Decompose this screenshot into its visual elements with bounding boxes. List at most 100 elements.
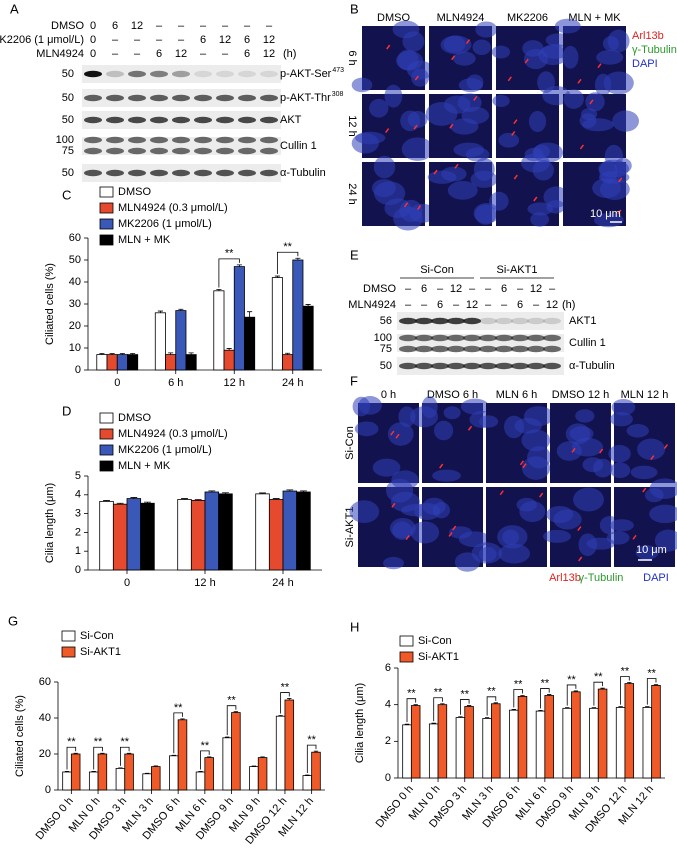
significance-label: **: [227, 695, 236, 707]
treatment-value: –: [533, 299, 540, 311]
cilium: [454, 163, 459, 169]
treatment-value: –: [134, 48, 141, 60]
error-bar: [144, 501, 151, 504]
error-bar: [118, 767, 123, 769]
band: [194, 136, 212, 144]
nucleus: [563, 89, 584, 109]
band: [415, 362, 433, 370]
nucleus: [562, 45, 579, 69]
band: [415, 345, 433, 353]
mw-marker: 50: [62, 68, 74, 80]
treatment-value: 6: [437, 299, 443, 311]
legend-swatch: [99, 444, 114, 456]
nucleus: [389, 518, 416, 539]
treatment-value: 0: [90, 34, 96, 46]
significance-bracket: [200, 750, 210, 770]
nucleus: [630, 465, 658, 480]
legend-label: MLN + MK: [118, 460, 171, 472]
error-bar: [285, 352, 291, 355]
band: [172, 147, 190, 155]
band: [260, 136, 278, 144]
bar: [642, 707, 653, 779]
cilium: [663, 444, 669, 450]
error-bar: [274, 275, 280, 278]
panel-label: F: [350, 373, 358, 388]
error-bar: [278, 715, 283, 717]
y-axis-title: Cilia length (μm): [354, 683, 366, 763]
scale-label: 10 μm: [590, 208, 621, 220]
error-bar: [144, 772, 150, 774]
y-axis-title: Cilia length (μm): [44, 483, 56, 563]
bar: [177, 719, 188, 791]
treatment-name: MLN4924: [348, 299, 396, 311]
treatment-value: –: [485, 299, 492, 311]
band: [495, 362, 513, 370]
bar: [127, 354, 139, 371]
y-axis-title: Ciliated cells (%): [14, 695, 26, 777]
y-tick-label: 30: [69, 298, 81, 310]
band: [172, 70, 190, 78]
band: [106, 147, 124, 155]
column-label: MK2206: [507, 12, 548, 24]
treatment-value: –: [112, 34, 119, 46]
error-bar: [126, 752, 132, 754]
error-bar: [591, 707, 597, 709]
error-bar: [216, 289, 222, 291]
error-bar: [645, 706, 650, 708]
nucleus: [355, 131, 386, 145]
treatment-value: –: [549, 283, 556, 295]
bar: [169, 755, 179, 791]
error-bar: [222, 492, 229, 494]
error-bar: [618, 706, 623, 708]
cilium: [618, 177, 623, 183]
significance-bracket: [646, 678, 657, 705]
error-bar: [538, 709, 543, 712]
band: [84, 94, 102, 102]
cilium: [385, 128, 390, 134]
band: [238, 169, 256, 177]
bar: [464, 706, 474, 779]
band: [172, 169, 190, 177]
bar: [97, 753, 108, 791]
bar: [651, 685, 661, 779]
error-bar: [103, 500, 110, 502]
treatment-value: –: [453, 299, 460, 311]
nucleus: [392, 20, 420, 39]
cilium: [390, 430, 395, 436]
y-tick-label: 20: [39, 748, 51, 760]
band: [447, 345, 465, 353]
band: [216, 147, 234, 155]
band: [128, 147, 146, 155]
band: [431, 362, 449, 370]
band: [216, 136, 234, 144]
stain-label: γ-Tubulin: [632, 44, 677, 56]
cilium: [499, 490, 504, 496]
mw-marker: 50: [62, 114, 74, 126]
error-bar: [171, 754, 176, 756]
bar: [151, 766, 161, 791]
nucleus: [608, 444, 631, 463]
treatment-value: –: [222, 20, 229, 32]
significance-label: **: [307, 734, 316, 746]
error-bar: [168, 352, 174, 355]
treatment-value: 6: [244, 34, 250, 46]
nucleus: [492, 94, 510, 107]
cilium: [539, 492, 544, 498]
nucleus: [606, 531, 630, 545]
treatment-value: 6: [244, 48, 250, 60]
bar: [428, 723, 439, 779]
error-bar: [466, 705, 472, 707]
cilium: [395, 433, 400, 439]
panel-label: A: [10, 1, 19, 16]
error-bar: [484, 717, 490, 719]
band: [479, 362, 497, 370]
significance-bracket: [566, 684, 577, 706]
bar: [275, 715, 286, 791]
stain-label: DAPI: [643, 572, 669, 584]
nucleus: [475, 21, 498, 38]
column-label: 0 h: [381, 389, 396, 401]
band: [399, 317, 417, 325]
significance-label: **: [434, 687, 443, 699]
treatment-value: 12: [219, 34, 231, 46]
treatment-value: –: [112, 48, 119, 60]
